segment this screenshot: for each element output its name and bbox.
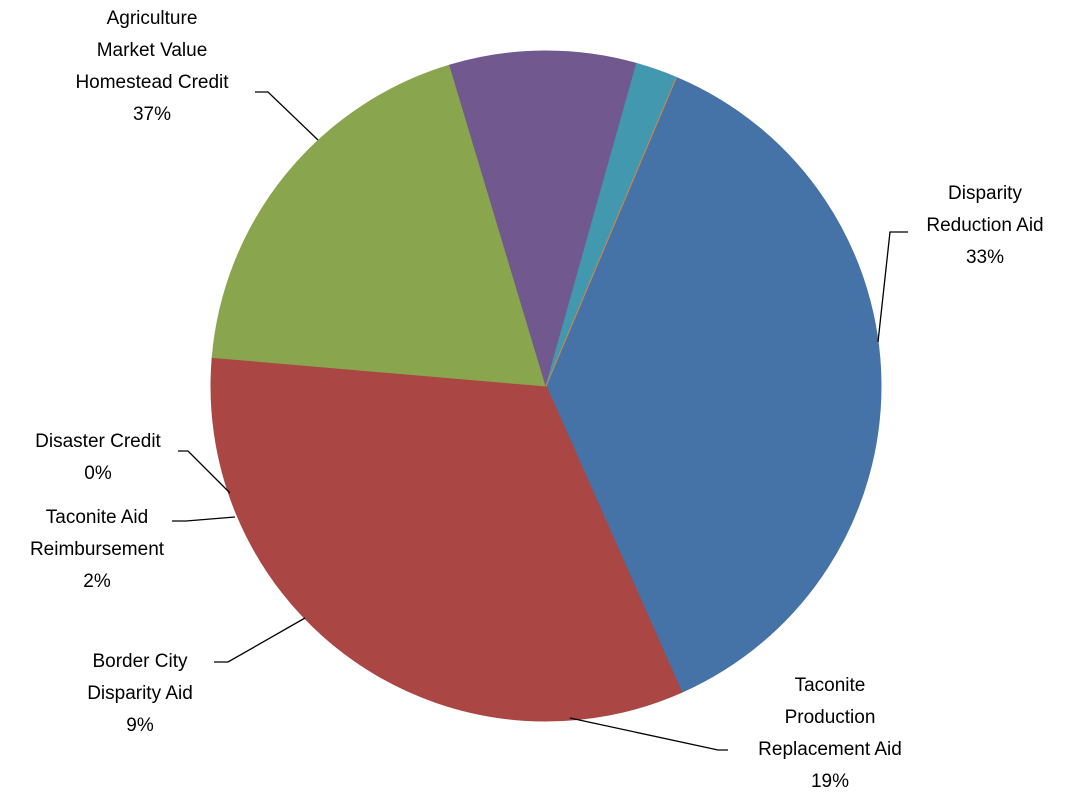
slice-label: Disaster Credit 0% bbox=[0, 426, 218, 490]
pie-slice bbox=[545, 76, 882, 693]
slice-label: Taconite Aid Reimbursement 2% bbox=[0, 502, 217, 598]
value-label: 9% bbox=[126, 715, 154, 736]
leader-line bbox=[569, 717, 728, 751]
slice-label: Disparity Reduction Aid 33% bbox=[865, 178, 1066, 274]
slice-label: Border City Disparity Aid 9% bbox=[20, 646, 260, 742]
category-label: Disparity Reduction Aid bbox=[926, 183, 1044, 236]
value-label: 19% bbox=[810, 771, 850, 792]
pie-slice bbox=[211, 64, 547, 387]
category-label: Taconite Aid Reimbursement bbox=[29, 507, 165, 560]
leader-line bbox=[877, 231, 908, 343]
category-label: Agriculture Market Value Homestead Credi… bbox=[75, 8, 229, 93]
category-label: Border City Disparity Aid bbox=[87, 651, 193, 704]
category-label: Disaster Credit bbox=[35, 431, 161, 452]
slice-label: Taconite Production Replacement Aid 19% bbox=[710, 670, 950, 796]
value-label: 0% bbox=[84, 463, 112, 484]
value-label: 2% bbox=[83, 571, 111, 592]
pie-slice bbox=[449, 50, 638, 388]
pie-slice bbox=[210, 356, 683, 722]
value-label: 33% bbox=[965, 247, 1005, 268]
value-label: 37% bbox=[132, 104, 172, 125]
leader-line bbox=[178, 450, 231, 494]
pie-slice bbox=[545, 62, 678, 387]
leader-line bbox=[214, 617, 306, 663]
leader-line bbox=[172, 516, 236, 522]
category-label: Taconite Production Replacement Aid bbox=[758, 675, 902, 760]
leader-line bbox=[255, 91, 319, 141]
slice-label: Agriculture Market Value Homestead Credi… bbox=[32, 3, 272, 131]
